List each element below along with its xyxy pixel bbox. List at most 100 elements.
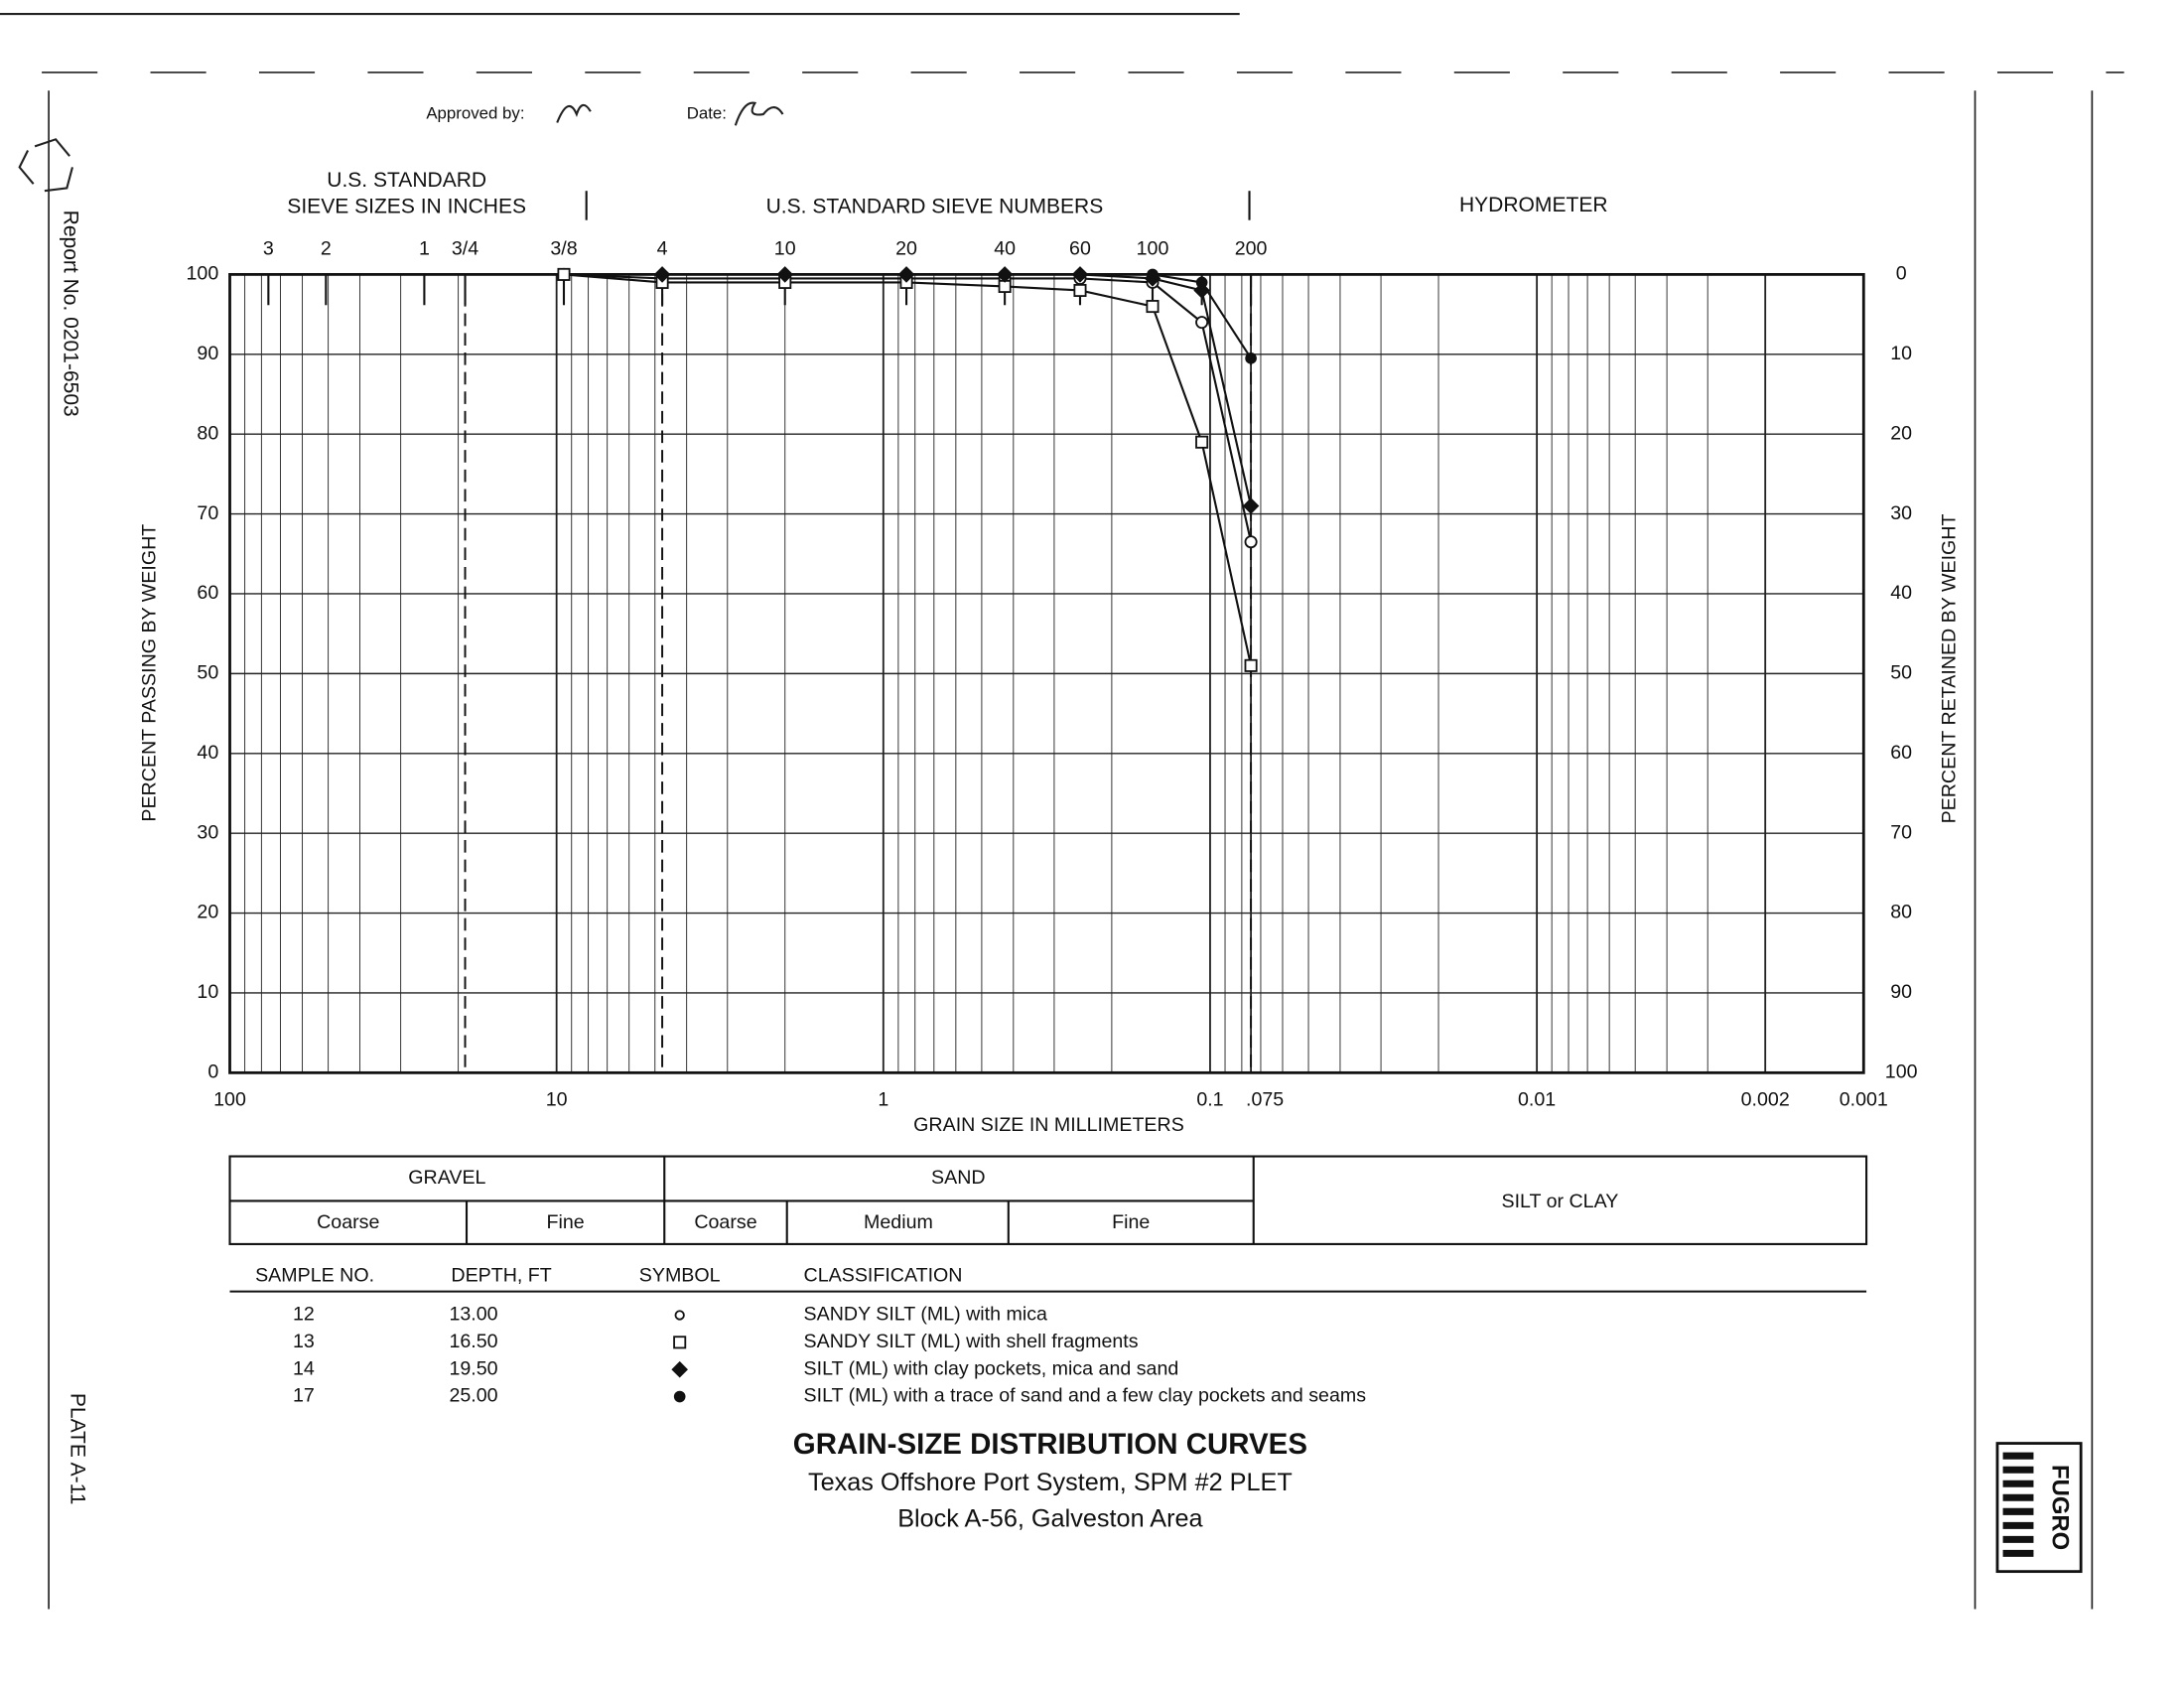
- legend-classification: SILT (ML) with a trace of sand and a few…: [804, 1385, 1367, 1407]
- signature: [556, 101, 784, 126]
- y-tick-label: 90: [197, 343, 218, 364]
- table-header: SAND: [931, 1167, 986, 1189]
- y-tick-label: 70: [197, 502, 218, 524]
- report-number: Report No. 0201-6503: [60, 211, 82, 417]
- y2-axis-title: PERCENT RETAINED BY WEIGHT: [1938, 514, 1960, 824]
- point: [1242, 497, 1260, 514]
- sieve-tick-label: 200: [1235, 237, 1268, 259]
- point: [999, 268, 1011, 281]
- point: [1147, 268, 1159, 281]
- y2-tick-label: 90: [1890, 981, 1912, 1003]
- chart-subtitle: Block A-56, Galveston Area: [897, 1504, 1203, 1532]
- y-tick-label: 10: [197, 981, 218, 1003]
- sieve-tick-label: 20: [895, 237, 917, 259]
- table-cell: Fine: [547, 1211, 585, 1233]
- x-tick-label: 100: [213, 1089, 246, 1111]
- point: [1195, 435, 1209, 449]
- chart-title: GRAIN-SIZE DISTRIBUTION CURVES: [793, 1428, 1307, 1461]
- point: [900, 268, 912, 281]
- sieve-heading: U.S. STANDARD: [327, 169, 486, 192]
- point: [1074, 268, 1086, 281]
- sieve-tick-label: 3/4: [452, 237, 478, 259]
- y2-tick-label: 50: [1890, 662, 1912, 684]
- series-line: [563, 273, 1253, 666]
- sieve-tick-label: 1: [419, 237, 430, 259]
- sieve-heading: SIEVE SIZES IN INCHES: [287, 196, 526, 218]
- point: [1073, 283, 1087, 298]
- y2-tick-label: 20: [1890, 422, 1912, 444]
- x-tick-label: 0.002: [1741, 1089, 1790, 1111]
- legend-sample: 12: [293, 1304, 315, 1326]
- table-cell: Coarse: [317, 1211, 379, 1233]
- legend-sample: 17: [293, 1385, 315, 1407]
- plate-number: PLATE A-11: [67, 1393, 89, 1505]
- x-tick-label: .075: [1246, 1089, 1284, 1111]
- legend-symbol: [674, 1310, 685, 1321]
- legend-symbol: [673, 1390, 686, 1403]
- table-cell: Coarse: [694, 1211, 756, 1233]
- legend-header: DEPTH, FT: [451, 1264, 551, 1286]
- point: [1245, 352, 1257, 364]
- sieve-tick-label: 40: [994, 237, 1016, 259]
- legend-depth: 13.00: [449, 1304, 497, 1326]
- y2-tick-label: 70: [1890, 821, 1912, 843]
- point: [1146, 300, 1160, 314]
- point: [776, 266, 794, 283]
- legend-depth: 25.00: [449, 1385, 497, 1407]
- legend-classification: SANDY SILT (ML) with shell fragments: [804, 1331, 1139, 1352]
- series-line: [662, 273, 1253, 506]
- x-tick-label: 10: [546, 1089, 568, 1111]
- legend-classification: SILT (ML) with clay pockets, mica and sa…: [804, 1357, 1179, 1379]
- y2-tick-label: 60: [1890, 742, 1912, 764]
- y-tick-label: 100: [187, 263, 219, 285]
- hydrometer-heading: HYDROMETER: [1459, 194, 1608, 216]
- point: [1244, 535, 1258, 549]
- x-tick-label: 0.001: [1840, 1089, 1888, 1111]
- logo: FUGRO: [1995, 1442, 2083, 1574]
- y2-tick-label: 100: [1885, 1061, 1918, 1083]
- table-cell: SILT or CLAY: [1502, 1191, 1619, 1212]
- y-tick-label: 20: [197, 902, 218, 923]
- soil-table-frame: [228, 1155, 1868, 1293]
- series-line: [563, 273, 1253, 542]
- sieve-numbers-heading: U.S. STANDARD SIEVE NUMBERS: [766, 196, 1104, 218]
- date-label: Date:: [687, 104, 727, 123]
- legend-symbol: [673, 1336, 687, 1349]
- chart-subtitle: Texas Offshore Port System, SPM #2 PLET: [808, 1469, 1293, 1496]
- table-cell: Fine: [1112, 1211, 1150, 1233]
- y-tick-label: 0: [207, 1061, 218, 1083]
- approved-label: Approved by:: [426, 104, 524, 123]
- legend-classification: SANDY SILT (ML) with mica: [804, 1304, 1047, 1326]
- series-line: [906, 273, 1252, 359]
- point: [1244, 658, 1258, 672]
- y2-tick-label: 80: [1890, 902, 1912, 923]
- point: [557, 267, 571, 281]
- legend-header: CLASSIFICATION: [804, 1264, 963, 1286]
- plot: 0 10 20 30 40 50 60 70 80 90 100 0 10 20 30 40 50 60 70 80 9…: [187, 237, 1918, 1406]
- sieve-tick-label: 100: [1137, 237, 1169, 259]
- legend-header: SYMBOL: [639, 1264, 721, 1286]
- sieve-tick-label: 60: [1069, 237, 1091, 259]
- sieve-tick-label: 2: [321, 237, 332, 259]
- y-tick-label: 60: [197, 582, 218, 604]
- y2-tick-label: 40: [1890, 582, 1912, 604]
- legend-depth: 16.50: [449, 1331, 497, 1352]
- sieve-tick-label: 3/8: [550, 237, 577, 259]
- point: [1195, 276, 1208, 289]
- y-tick-label: 50: [197, 662, 218, 684]
- sieve-tick-label: 10: [774, 237, 796, 259]
- x-tick-label: 0.01: [1518, 1089, 1556, 1111]
- x-axis-title: GRAIN SIZE IN MILLIMETERS: [913, 1114, 1184, 1136]
- legend-symbol: [671, 1360, 688, 1378]
- y-tick-label: 40: [197, 742, 218, 764]
- y2-tick-label: 10: [1890, 343, 1912, 364]
- legend-depth: 19.50: [449, 1357, 497, 1379]
- y-tick-label: 30: [197, 821, 218, 843]
- point: [653, 266, 671, 283]
- legend-sample: 13: [293, 1331, 315, 1352]
- x-tick-label: 0.1: [1196, 1089, 1223, 1111]
- point: [1195, 316, 1209, 330]
- sieve-tick-label: 4: [657, 237, 668, 259]
